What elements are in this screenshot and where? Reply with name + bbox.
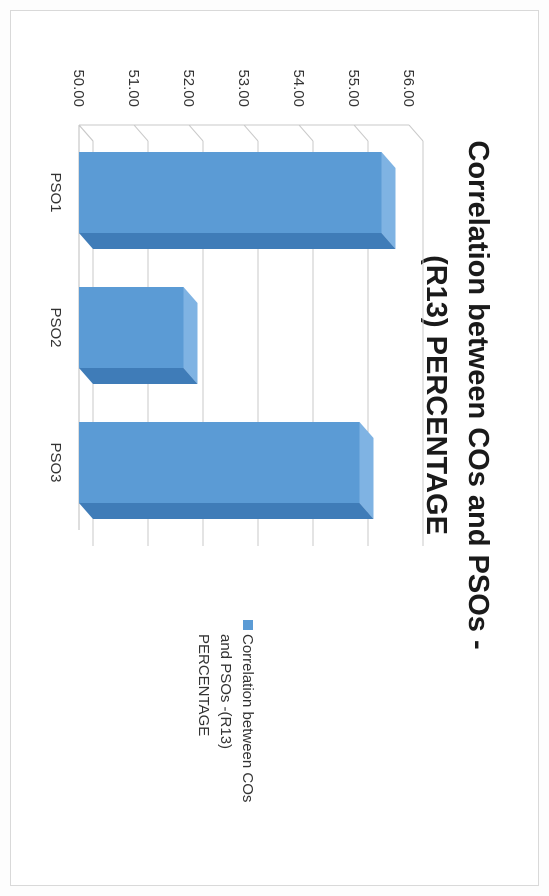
legend-label-line-3: PERCENTAGE (195, 634, 212, 736)
x-tick-label: PSO2 (47, 307, 64, 347)
x-tick-label: PSO3 (47, 442, 64, 482)
bars (79, 152, 396, 519)
bar-top-face (381, 152, 396, 249)
gridline-diag (133, 124, 149, 142)
chart-svg: Correlation between COs and PSOs - (R13)… (47, 69, 494, 802)
gridline-diag (78, 124, 94, 142)
gridline-diag (353, 124, 369, 142)
y-tick-label: 52.00 (180, 69, 197, 107)
x-tick-label: PSO1 (47, 172, 64, 212)
x-axis-ticks: PSO1 PSO2 PSO3 (47, 172, 64, 482)
bar-front-face (79, 287, 184, 368)
legend-label-line-1: Correlation between COs (239, 634, 256, 802)
gridline-diag (298, 124, 314, 142)
gridline-diag (188, 124, 204, 142)
bar-front-face (79, 152, 382, 233)
chart-title-line-2: (R13) PERCENTAGE (420, 255, 452, 535)
bar-side-face (79, 503, 374, 519)
chart-title-line-1: Correlation between COs and PSOs - (462, 140, 494, 649)
bar-pso2 (79, 287, 198, 384)
bar-front-face (79, 422, 360, 503)
rotated-chart: Correlation between COs and PSOs - (R13)… (10, 10, 539, 886)
legend-swatch (243, 620, 253, 630)
bar-top-face (359, 422, 374, 519)
bar-side-face (79, 368, 198, 384)
y-tick-label: 53.00 (235, 69, 252, 107)
y-tick-label: 56.00 (400, 69, 417, 107)
bar-pso3 (79, 422, 374, 519)
bar-side-face (79, 233, 396, 249)
bar-pso1 (79, 152, 396, 249)
y-tick-label: 51.00 (125, 69, 142, 107)
gridline-diag (243, 124, 259, 142)
bar-top-face (183, 287, 198, 384)
y-tick-label: 54.00 (290, 69, 307, 107)
y-tick-label: 50.00 (70, 69, 87, 107)
legend-label-line-2: and PSOs -(R13) (217, 634, 234, 749)
y-tick-label: 55.00 (345, 69, 362, 107)
y-axis-ticks: 50.00 51.00 52.00 53.00 54.00 55.00 56.00 (70, 69, 417, 107)
gridline-diag (408, 124, 424, 142)
legend: Correlation between COs and PSOs -(R13) … (195, 620, 256, 802)
